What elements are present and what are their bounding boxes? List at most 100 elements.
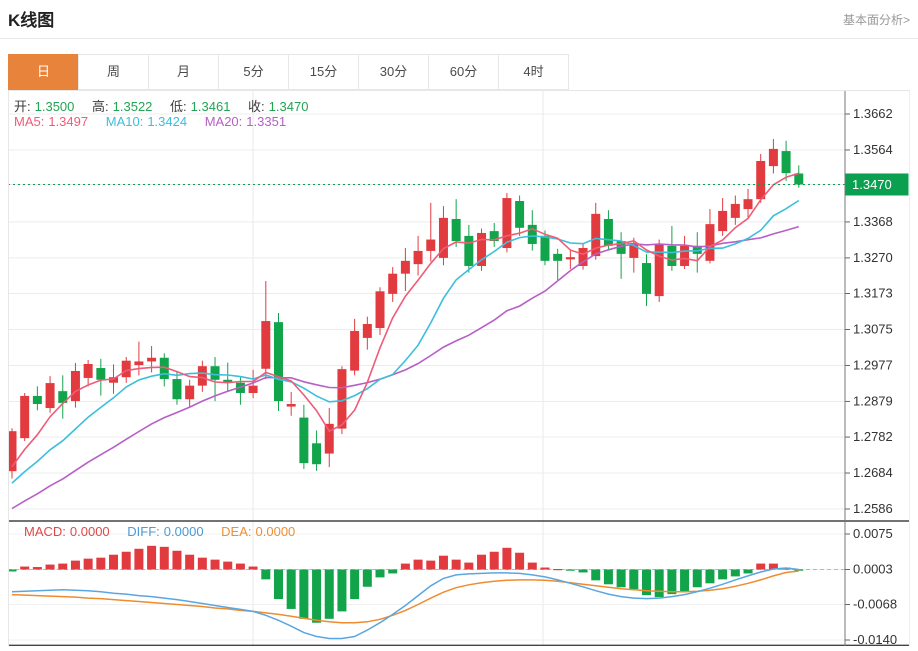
macd-histogram-bar bbox=[438, 555, 448, 570]
tab-5min[interactable]: 5分 bbox=[218, 54, 289, 90]
price-axis-label: 1.2977 bbox=[853, 357, 893, 372]
macd-histogram-bar bbox=[324, 569, 334, 619]
macd-histogram-bar bbox=[185, 554, 195, 570]
price-axis-label: 1.3270 bbox=[853, 250, 893, 265]
tab-month[interactable]: 月 bbox=[148, 54, 219, 90]
candle-body bbox=[603, 218, 613, 246]
macd-histogram-bar bbox=[197, 557, 207, 570]
candle-body bbox=[159, 357, 169, 380]
candle-body bbox=[147, 357, 157, 362]
tab-60min[interactable]: 60分 bbox=[428, 54, 499, 90]
macd-histogram-bar bbox=[273, 569, 283, 600]
macd-histogram-bar bbox=[603, 569, 613, 585]
price-axis-label: 1.3368 bbox=[853, 214, 893, 229]
candle-body bbox=[629, 242, 639, 258]
candle-body bbox=[540, 235, 550, 261]
macd-histogram-bar bbox=[7, 569, 17, 572]
candle-body bbox=[705, 224, 715, 261]
candle-body bbox=[58, 391, 68, 403]
macd-histogram-bar bbox=[299, 569, 309, 619]
page-title: K线图 bbox=[8, 11, 55, 30]
candle-body bbox=[32, 395, 42, 405]
ma10-line bbox=[11, 199, 800, 484]
macd-histogram-bar bbox=[362, 569, 372, 587]
candle-body bbox=[324, 423, 334, 454]
fundamental-analysis-link[interactable]: 基本面分析> bbox=[842, 13, 910, 27]
macd-histogram-bar bbox=[540, 567, 550, 570]
macd-histogram-bar bbox=[312, 569, 322, 623]
candle-body bbox=[7, 431, 17, 472]
tab-week[interactable]: 周 bbox=[78, 54, 149, 90]
macd-axis-label: -0.0068 bbox=[853, 597, 897, 612]
tab-day[interactable]: 日 bbox=[8, 54, 79, 90]
candle-body bbox=[109, 377, 119, 383]
candle-body bbox=[451, 218, 461, 242]
macd-histogram-bar bbox=[680, 569, 690, 592]
candle-body bbox=[337, 369, 347, 429]
candle-body bbox=[96, 368, 106, 380]
candle-body bbox=[45, 383, 55, 409]
price-axis-label: 1.3173 bbox=[853, 286, 893, 301]
candle-body bbox=[83, 363, 93, 378]
candle-body bbox=[654, 243, 664, 297]
price-axis-label: 1.3662 bbox=[853, 106, 893, 121]
candle-body bbox=[477, 232, 487, 266]
candle-body bbox=[273, 322, 283, 402]
macd-histogram-bar bbox=[350, 569, 360, 600]
macd-axis-label: 0.0075 bbox=[853, 526, 893, 541]
ma5-line bbox=[11, 172, 800, 468]
macd-histogram-bar bbox=[591, 569, 601, 581]
macd-histogram-bar bbox=[413, 559, 423, 570]
price-axis-label: 1.3075 bbox=[853, 321, 893, 336]
tab-30min[interactable]: 30分 bbox=[358, 54, 429, 90]
macd-histogram-bar bbox=[32, 567, 42, 570]
macd-histogram-bar bbox=[756, 563, 766, 570]
candle-body bbox=[375, 291, 385, 329]
macd-histogram-bar bbox=[70, 560, 80, 570]
ma20-line bbox=[11, 225, 800, 510]
macd-histogram-bar bbox=[235, 563, 245, 570]
current-price-tag bbox=[845, 173, 909, 196]
macd-histogram-bar bbox=[578, 569, 588, 573]
candle-body bbox=[121, 360, 131, 378]
price-axis-label: 1.2879 bbox=[853, 393, 893, 408]
candle-body bbox=[388, 273, 398, 294]
macd-histogram-bar bbox=[642, 569, 651, 596]
kline-chart-canvas: 1.3662 1.3564 1.3470 1.3368 1.3270 1.3173 1.30… bbox=[7, 91, 910, 647]
candle-body bbox=[756, 160, 766, 200]
candle-body bbox=[312, 443, 322, 465]
macd-histogram-bar bbox=[223, 561, 233, 570]
candle-body bbox=[286, 404, 296, 407]
candle-body bbox=[185, 385, 195, 400]
candle-body bbox=[20, 395, 30, 439]
period-tab-bar: 日周月 5分 15分 30分 60分 4时 bbox=[8, 54, 569, 90]
macd-histogram-bar bbox=[705, 569, 715, 584]
tab-4hour[interactable]: 4时 bbox=[498, 54, 569, 90]
macd-histogram-bar bbox=[502, 547, 512, 570]
price-axis-label: 1.2782 bbox=[853, 429, 893, 444]
tab-15min[interactable]: 15分 bbox=[288, 54, 359, 90]
macd-histogram-bar bbox=[248, 566, 258, 570]
macd-histogram-bar bbox=[261, 569, 271, 580]
candle-body bbox=[743, 199, 753, 210]
kline-chart-area[interactable]: 1.3662 1.3564 1.3470 1.3368 1.3270 1.3173 1.30… bbox=[7, 90, 910, 647]
candle-body bbox=[578, 247, 588, 266]
macd-histogram-bar bbox=[286, 569, 296, 609]
candle-body bbox=[781, 151, 791, 174]
candle-body bbox=[591, 213, 601, 257]
macd-histogram-bar bbox=[730, 569, 740, 577]
candle-body bbox=[642, 263, 651, 294]
candle-body bbox=[616, 241, 626, 254]
dea-line bbox=[11, 570, 799, 624]
macd-histogram-bar bbox=[553, 569, 563, 571]
candle-body bbox=[261, 321, 271, 369]
macd-histogram-bar bbox=[743, 569, 753, 574]
macd-histogram-bar bbox=[400, 563, 410, 570]
candle-body bbox=[223, 379, 233, 383]
macd-histogram-bar bbox=[667, 569, 677, 595]
macd-histogram-bar bbox=[426, 560, 436, 570]
candle-body bbox=[362, 323, 372, 338]
macd-axis-label: -0.0140 bbox=[853, 632, 897, 646]
candle-body bbox=[210, 366, 220, 380]
macd-histogram-bar bbox=[337, 569, 347, 612]
